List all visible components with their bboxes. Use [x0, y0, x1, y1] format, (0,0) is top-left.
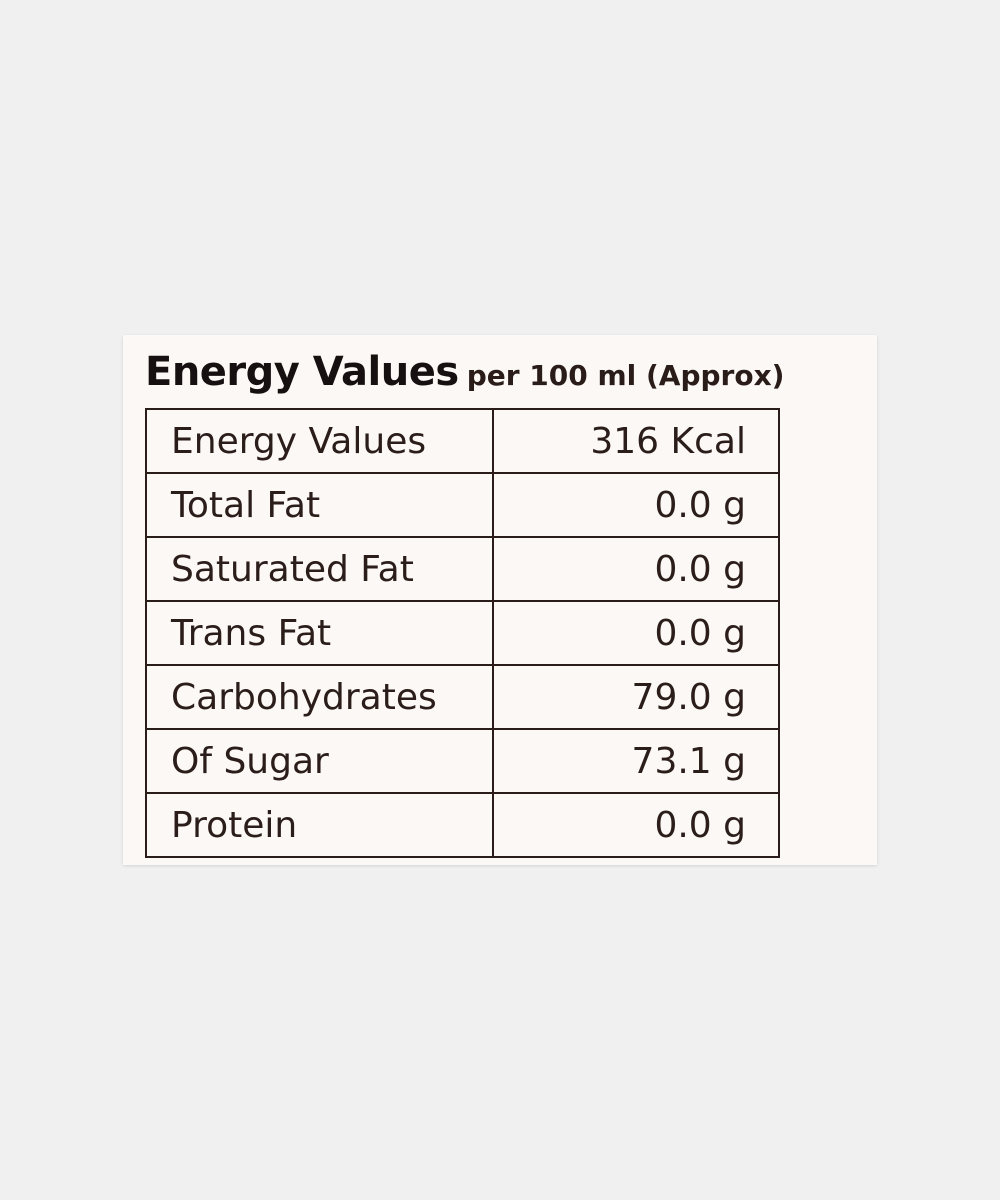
nutrient-value: 0.0 g [492, 792, 780, 858]
table-row: Carbohydrates 79.0 g [145, 664, 780, 730]
nutrient-name: Trans Fat [145, 600, 494, 666]
title: Energy Values [145, 349, 459, 395]
nutrient-name: Total Fat [145, 472, 494, 538]
table-row: Energy Values 316 Kcal [145, 408, 780, 474]
nutrient-value: 0.0 g [492, 600, 780, 666]
nutrient-name: Saturated Fat [145, 536, 494, 602]
nutrient-name: Of Sugar [145, 728, 494, 794]
table-row: Saturated Fat 0.0 g [145, 536, 780, 602]
nutrient-name: Energy Values [145, 408, 494, 474]
table-row: Protein 0.0 g [145, 792, 780, 858]
nutrient-value: 73.1 g [492, 728, 780, 794]
table-row: Of Sugar 73.1 g [145, 728, 780, 794]
nutrient-value: 316 Kcal [492, 408, 780, 474]
subtitle: per 100 ml (Approx) [466, 359, 785, 392]
nutrition-table: Energy Values 316 Kcal Total Fat 0.0 g Satur… [145, 408, 780, 858]
table-row: Trans Fat 0.0 g [145, 600, 780, 666]
nutrient-value: 0.0 g [492, 536, 780, 602]
nutrient-name: Protein [145, 792, 494, 858]
nutrient-value: 0.0 g [492, 472, 780, 538]
nutrient-name: Carbohydrates [145, 664, 494, 730]
label-card: Energy Values per 100 ml (Approx) Energy … [123, 335, 877, 865]
nutrient-value: 79.0 g [492, 664, 780, 730]
table-row: Total Fat 0.0 g [145, 472, 780, 538]
heading: Energy Values per 100 ml (Approx) [145, 349, 784, 395]
